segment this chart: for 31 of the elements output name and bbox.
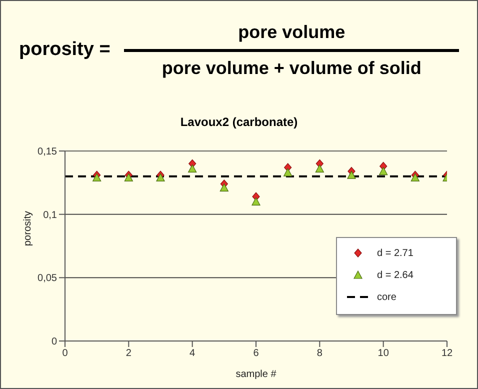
text: porosity =	[19, 39, 110, 61]
x-tick-label: 8	[316, 348, 323, 360]
legend-label: d = 2.64	[377, 270, 414, 280]
x-tick-label: 0	[62, 348, 68, 360]
point	[92, 173, 102, 182]
chart-title: Lavoux2 (carbonate)	[179, 115, 299, 129]
x-tick-label: 10	[378, 348, 390, 360]
x-tick-label: 6	[253, 348, 260, 360]
point	[188, 164, 197, 173]
point	[347, 170, 356, 179]
point	[379, 166, 388, 176]
y-axis-title: porosity	[22, 210, 34, 246]
point	[124, 173, 133, 182]
y-tick-label: 0,15	[38, 146, 58, 158]
legend-label: d = 2.71	[377, 248, 414, 258]
x-tick-label: 2	[126, 348, 132, 360]
point	[284, 168, 292, 176]
y-tick-label: 0,1	[43, 210, 58, 221]
text: pore volume + volume of solid	[160, 56, 422, 78]
point	[156, 173, 165, 182]
point	[315, 164, 324, 173]
x-tick-label: 4	[190, 348, 196, 360]
text: pore volume	[124, 22, 459, 52]
y-tick-label: 0	[51, 336, 58, 348]
point	[252, 197, 260, 206]
legend-label: core	[377, 292, 396, 302]
point	[220, 183, 228, 192]
x-tick-label: 12	[441, 348, 453, 360]
x-axis-title: sample #	[236, 369, 277, 380]
y-tick-label: 0,05	[38, 273, 58, 284]
point	[410, 173, 420, 182]
